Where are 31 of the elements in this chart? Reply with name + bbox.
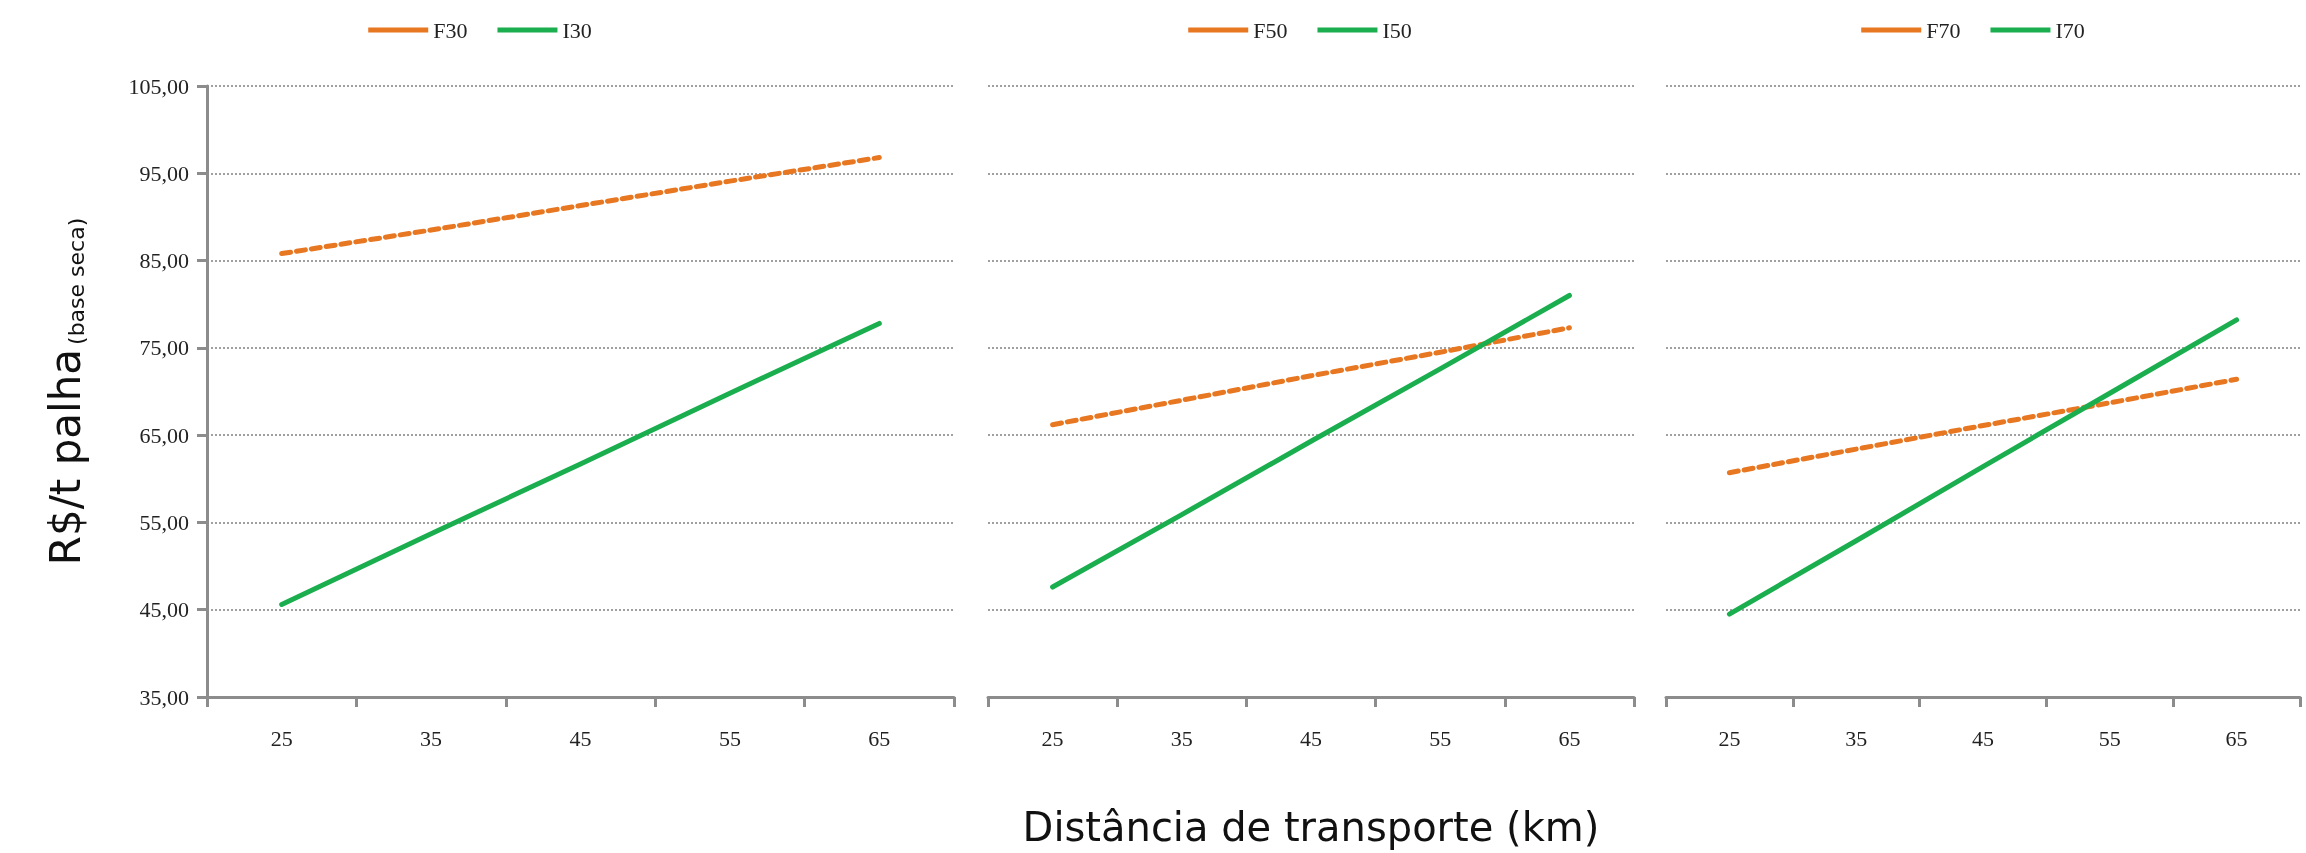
x-tick-label: 25	[270, 725, 293, 751]
x-tick-label: 35	[1170, 725, 1193, 751]
x-tick-label: 45	[569, 725, 592, 751]
x-tick-label: 45	[1300, 725, 1322, 751]
x-tick-label: 45	[1972, 725, 1994, 751]
x-tick-label: 65	[1558, 725, 1581, 751]
x-tick-label: 55	[2098, 725, 2121, 751]
y-tick-label: 75,00	[139, 335, 189, 361]
x-axis-title: Distância de transporte (km)	[1022, 804, 1600, 850]
x-tick-label: 25	[1718, 725, 1741, 751]
x-tick-label: 55	[1429, 725, 1452, 751]
y-axis-title: R$/t palha(base seca)	[40, 217, 90, 566]
x-tick-label: 55	[718, 725, 741, 751]
y-tick-label: 45,00	[139, 597, 189, 623]
y-tick-label: 65,00	[139, 422, 189, 448]
legend-label: F70	[1926, 17, 1961, 43]
y-tick-label: 95,00	[139, 160, 189, 186]
x-tick-label: 35	[1845, 725, 1868, 751]
y-tick-label: 35,00	[139, 684, 189, 710]
legend-label: I30	[562, 17, 592, 43]
y-tick-label: 105,00	[128, 73, 189, 99]
legend-label: F50	[1253, 17, 1288, 43]
x-tick-label: 35	[420, 725, 443, 751]
legend-label: I50	[1382, 17, 1412, 43]
x-tick-label: 65	[868, 725, 891, 751]
y-tick-label: 55,00	[139, 509, 189, 535]
x-tick-label: 25	[1041, 725, 1064, 751]
x-tick-label: 65	[2225, 725, 2248, 751]
y-tick-label: 85,00	[139, 248, 189, 274]
legend-label: F30	[433, 17, 468, 43]
legend-label: I70	[2055, 17, 2085, 43]
